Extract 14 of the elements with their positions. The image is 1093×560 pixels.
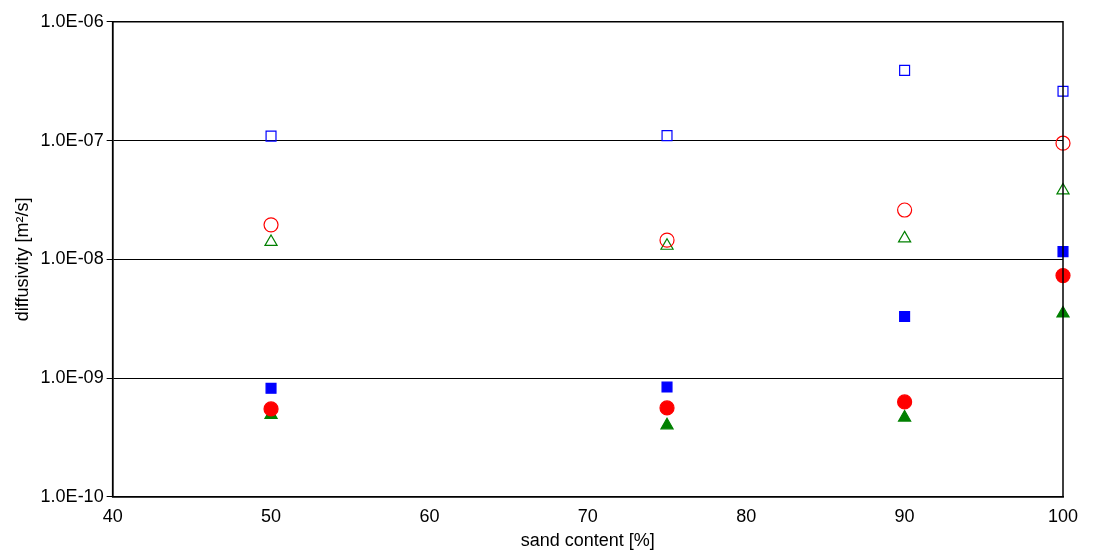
x-tick-label: 60 — [419, 505, 440, 526]
x-tick-label: 80 — [736, 505, 757, 526]
y-tick-label: 1.0E-06 — [40, 10, 104, 31]
x-tick-label: 100 — [1047, 505, 1079, 526]
x-tick-label: 70 — [577, 505, 598, 526]
y-tick-label: 1.0E-08 — [40, 248, 104, 269]
x-tick-label: 90 — [894, 505, 915, 526]
x-tick-label: 40 — [102, 505, 123, 526]
y-axis-title: diffusivity [m²/s] — [11, 197, 32, 322]
y-tick-label: 1.0E-10 — [40, 485, 104, 506]
y-tick-label: 1.0E-07 — [40, 129, 104, 150]
x-tick-label: 50 — [261, 505, 282, 526]
y-tick-label: 1.0E-09 — [40, 367, 104, 388]
x-axis-title: sand content [%] — [520, 530, 655, 551]
